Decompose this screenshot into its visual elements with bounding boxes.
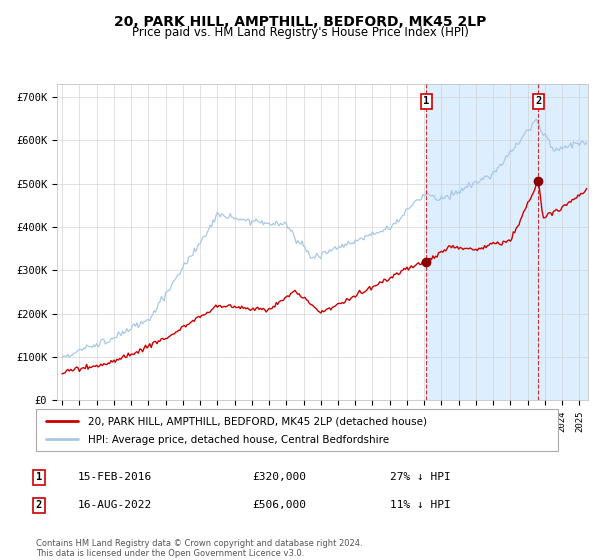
Text: HPI: Average price, detached house, Central Bedfordshire: HPI: Average price, detached house, Cent… — [88, 435, 389, 445]
Text: 1: 1 — [423, 96, 430, 106]
Text: Contains HM Land Registry data © Crown copyright and database right 2024.
This d: Contains HM Land Registry data © Crown c… — [36, 539, 362, 558]
Text: 20, PARK HILL, AMPTHILL, BEDFORD, MK45 2LP (detached house): 20, PARK HILL, AMPTHILL, BEDFORD, MK45 2… — [88, 417, 427, 426]
Text: 20, PARK HILL, AMPTHILL, BEDFORD, MK45 2LP: 20, PARK HILL, AMPTHILL, BEDFORD, MK45 2… — [114, 15, 486, 29]
Bar — [426, 84, 600, 400]
Text: 1: 1 — [36, 472, 42, 482]
Text: 27% ↓ HPI: 27% ↓ HPI — [390, 472, 451, 482]
Text: 11% ↓ HPI: 11% ↓ HPI — [390, 500, 451, 510]
Text: 15-FEB-2016: 15-FEB-2016 — [78, 472, 152, 482]
Text: 2: 2 — [36, 500, 42, 510]
Text: £320,000: £320,000 — [252, 472, 306, 482]
Text: 16-AUG-2022: 16-AUG-2022 — [78, 500, 152, 510]
Text: Price paid vs. HM Land Registry's House Price Index (HPI): Price paid vs. HM Land Registry's House … — [131, 26, 469, 39]
Text: £506,000: £506,000 — [252, 500, 306, 510]
Text: 2: 2 — [535, 96, 541, 106]
